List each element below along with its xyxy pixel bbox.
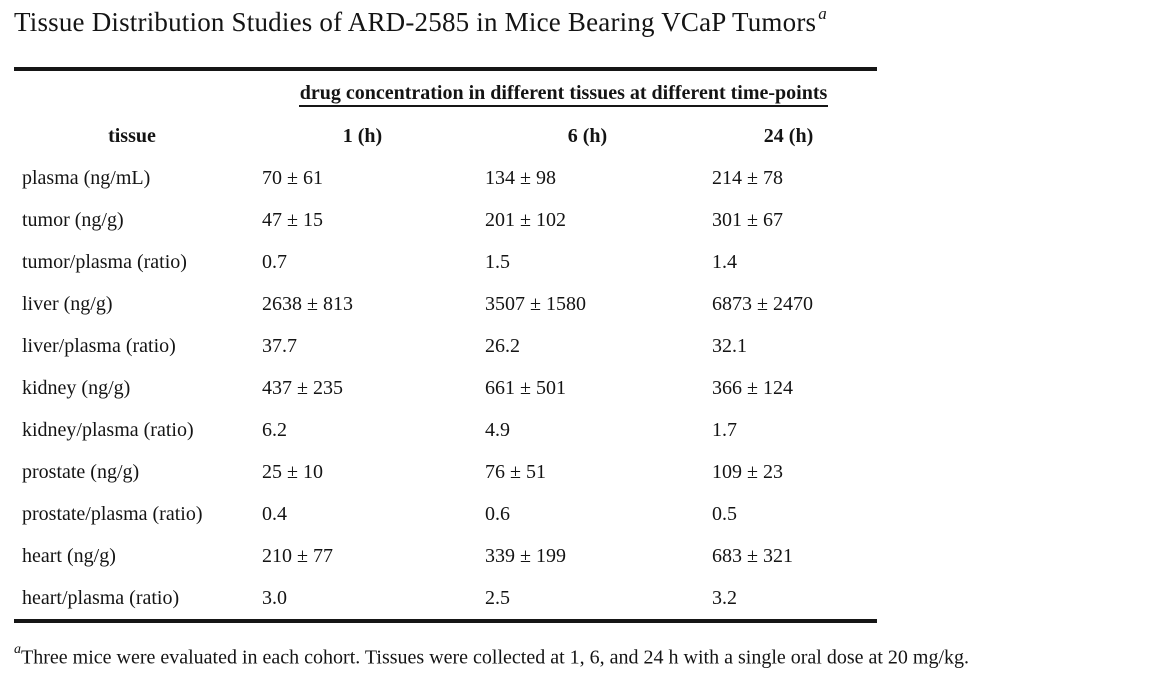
tissue-label: plasma (ng/mL) <box>22 166 151 189</box>
footnote-marker: a <box>14 642 21 658</box>
value-cell: 4.9 <box>485 418 510 441</box>
value-cell: 210 ± 77 <box>262 544 333 567</box>
table-row-kidney-plasma-ratio: kidney/plasma (ratio) 6.2 4.9 1.7 <box>14 409 877 451</box>
tissue-label: prostate (ng/g) <box>22 460 140 483</box>
column-header-row: tissue 1 (h) 6 (h) 24 (h) <box>14 115 877 157</box>
value-cell: 1.5 <box>485 250 510 273</box>
footnote-text: Three mice were evaluated in each cohort… <box>21 646 970 669</box>
value-cell: 3.0 <box>262 586 287 609</box>
value-cell: 0.5 <box>712 502 737 525</box>
value-cell: 25 ± 10 <box>262 460 323 483</box>
span-header-row: drug concentration in different tissues … <box>14 69 877 115</box>
table-row-tumor: tumor (ng/g) 47 ± 15 201 ± 102 301 ± 67 <box>14 199 877 241</box>
value-cell: 6873 ± 2470 <box>712 292 813 315</box>
value-cell: 3507 ± 1580 <box>485 292 586 315</box>
table-row-liver: liver (ng/g) 2638 ± 813 3507 ± 1580 6873… <box>14 283 877 325</box>
value-cell: 661 ± 501 <box>485 376 566 399</box>
table-row-heart: heart (ng/g) 210 ± 77 339 ± 199 683 ± 32… <box>14 535 877 577</box>
value-cell: 134 ± 98 <box>485 166 556 189</box>
value-cell: 2638 ± 813 <box>262 292 353 315</box>
tissue-label: tumor/plasma (ratio) <box>22 250 187 273</box>
tissue-label: prostate/plasma (ratio) <box>22 502 203 525</box>
paper-title: Tissue Distribution Studies of ARD-2585 … <box>14 4 1161 38</box>
tissue-label: heart/plasma (ratio) <box>22 586 180 609</box>
value-cell: 0.6 <box>485 502 510 525</box>
value-cell: 32.1 <box>712 334 747 357</box>
value-cell: 37.7 <box>262 334 297 357</box>
table-row-prostate: prostate (ng/g) 25 ± 10 76 ± 51 109 ± 23 <box>14 451 877 493</box>
value-cell: 214 ± 78 <box>712 166 783 189</box>
value-cell: 339 ± 199 <box>485 544 566 567</box>
title-footnote-marker: a <box>818 4 827 23</box>
tissue-label: liver (ng/g) <box>22 292 113 315</box>
paper-title-text: Tissue Distribution Studies of ARD-2585 … <box>14 7 817 37</box>
value-cell: 1.7 <box>712 418 737 441</box>
value-cell: 0.4 <box>262 502 287 525</box>
span-header-cell: drug concentration in different tissues … <box>250 69 877 115</box>
tissue-label: kidney (ng/g) <box>22 376 131 399</box>
tissue-distribution-table: drug concentration in different tissues … <box>14 67 878 624</box>
table-row-kidney: kidney (ng/g) 437 ± 235 661 ± 501 366 ± … <box>14 367 877 409</box>
column-header-tissue: tissue <box>108 124 156 147</box>
value-cell: 1.4 <box>712 250 737 273</box>
column-header-6h: 6 (h) <box>567 124 608 147</box>
table-row-tumor-plasma-ratio: tumor/plasma (ratio) 0.7 1.5 1.4 <box>14 241 877 283</box>
span-header-spacer <box>14 69 250 115</box>
column-header-24h: 24 (h) <box>763 124 814 147</box>
table-row-prostate-plasma-ratio: prostate/plasma (ratio) 0.4 0.6 0.5 <box>14 493 877 535</box>
tissue-label: heart (ng/g) <box>22 544 116 567</box>
column-header-1h: 1 (h) <box>342 124 383 147</box>
span-header-text: drug concentration in different tissues … <box>298 81 829 107</box>
value-cell: 76 ± 51 <box>485 460 546 483</box>
table-row-liver-plasma-ratio: liver/plasma (ratio) 37.7 26.2 32.1 <box>14 325 877 367</box>
table-row-heart-plasma-ratio: heart/plasma (ratio) 3.0 2.5 3.2 <box>14 577 877 621</box>
tissue-label: kidney/plasma (ratio) <box>22 418 194 441</box>
value-cell: 109 ± 23 <box>712 460 783 483</box>
value-cell: 201 ± 102 <box>485 208 566 231</box>
value-cell: 47 ± 15 <box>262 208 323 231</box>
value-cell: 301 ± 67 <box>712 208 783 231</box>
value-cell: 26.2 <box>485 334 520 357</box>
value-cell: 0.7 <box>262 250 287 273</box>
value-cell: 437 ± 235 <box>262 376 343 399</box>
value-cell: 6.2 <box>262 418 287 441</box>
value-cell: 3.2 <box>712 586 737 609</box>
value-cell: 70 ± 61 <box>262 166 323 189</box>
value-cell: 2.5 <box>485 586 510 609</box>
tissue-label: tumor (ng/g) <box>22 208 124 231</box>
tissue-label: liver/plasma (ratio) <box>22 334 176 357</box>
table-footnote: aThree mice were evaluated in each cohor… <box>14 642 1161 671</box>
value-cell: 366 ± 124 <box>712 376 793 399</box>
value-cell: 683 ± 321 <box>712 544 793 567</box>
table-row-plasma: plasma (ng/mL) 70 ± 61 134 ± 98 214 ± 78 <box>14 157 877 199</box>
